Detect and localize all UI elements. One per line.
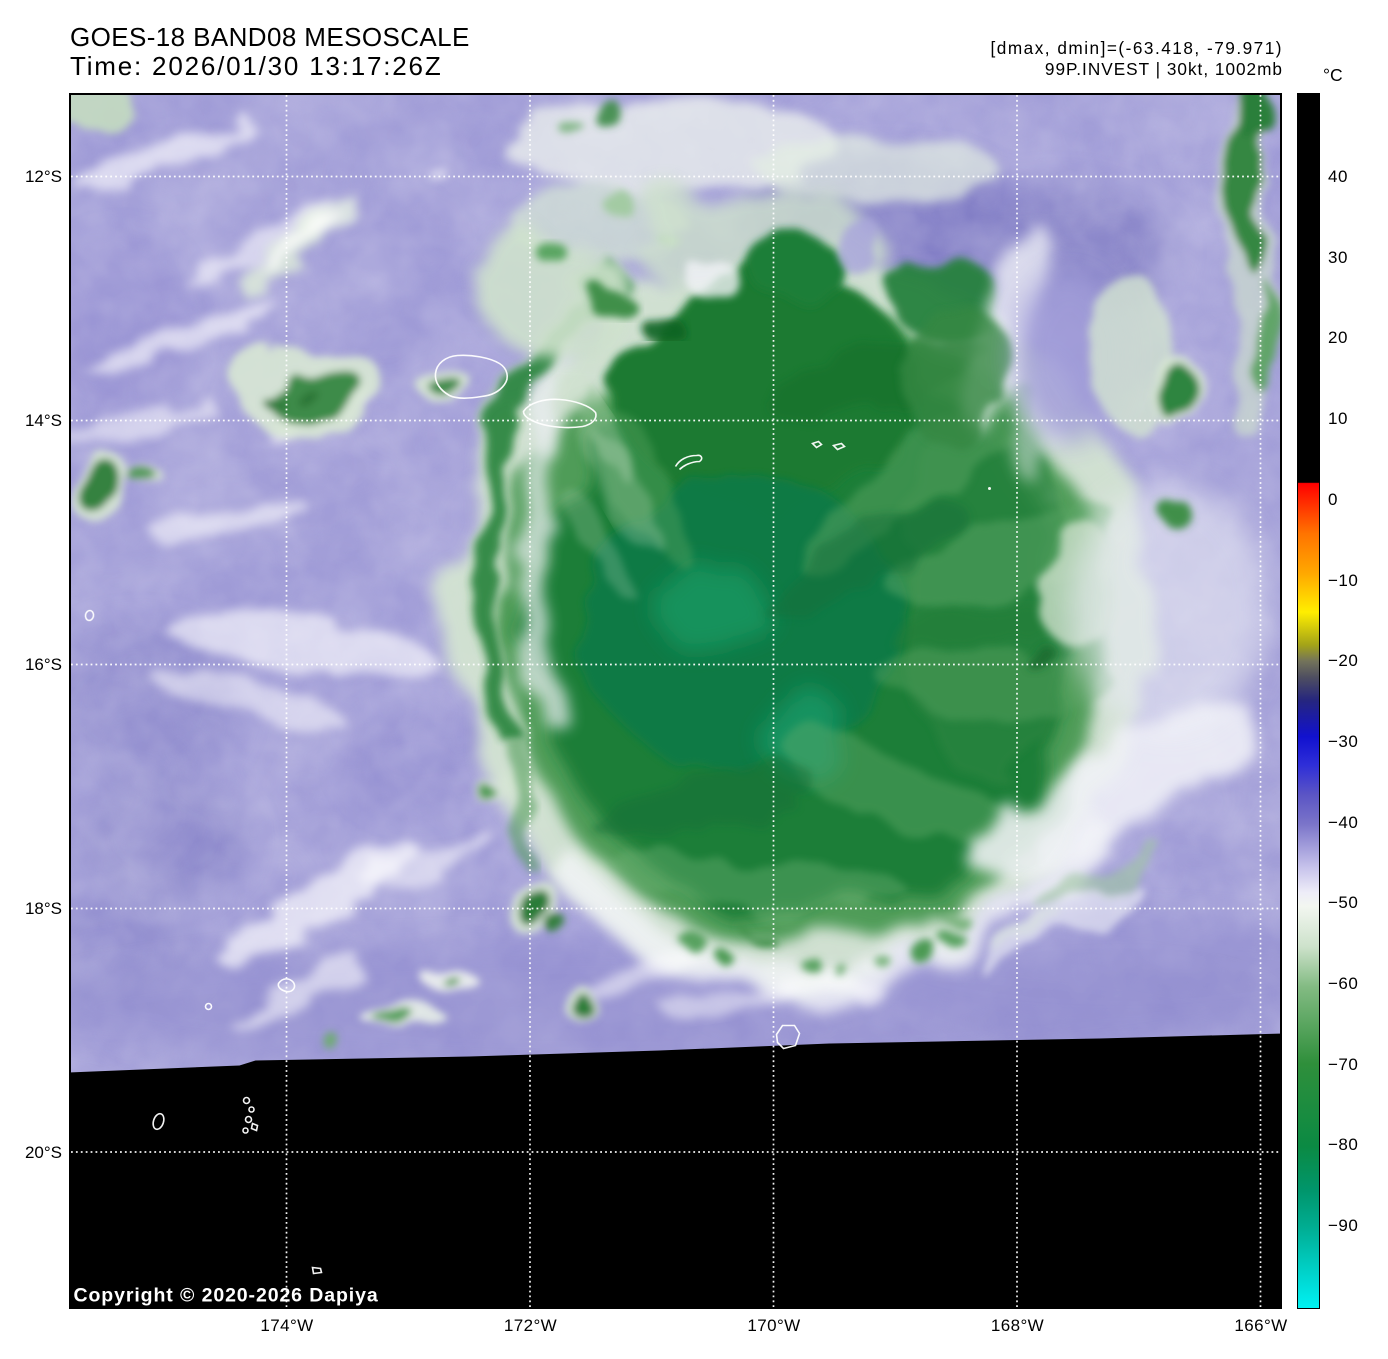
svg-text:Copyright © 2020-2026 Dapiya: Copyright © 2020-2026 Dapiya: [74, 1285, 379, 1307]
